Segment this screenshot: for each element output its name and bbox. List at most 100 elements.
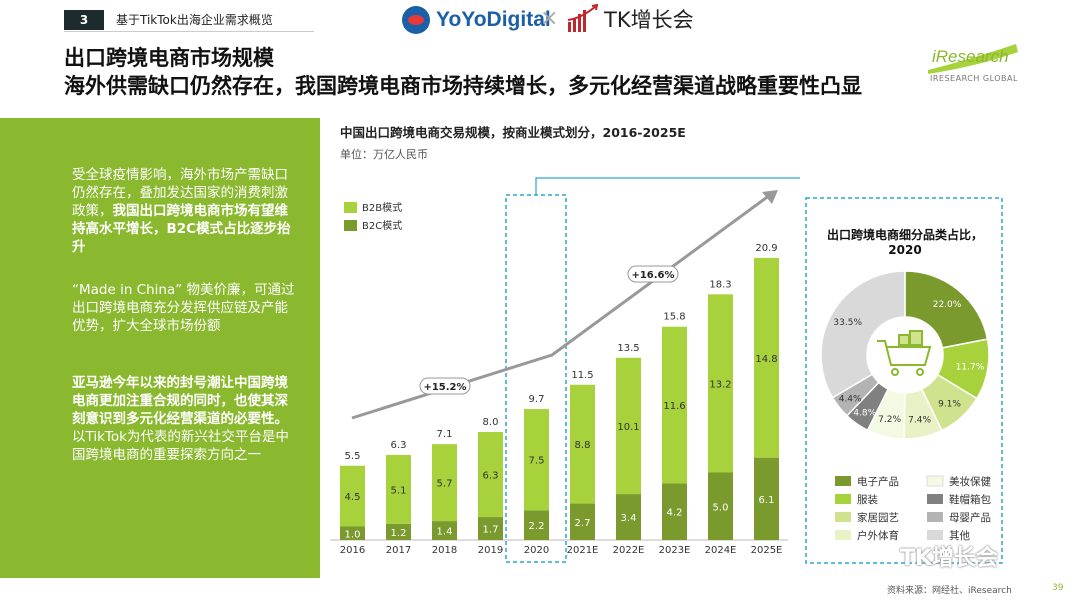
tk-chart-icon	[567, 4, 599, 32]
pie-label-服装: 11.7%	[956, 363, 985, 373]
bar-b2c-2020	[524, 510, 549, 540]
iresearch-logo-text: iResearch	[932, 47, 1009, 66]
summary-p3-bold: 亚马逊今年以来的封号潮让中国跨境电商更加注重合规的同时，也使其深刻意识到多元化经…	[72, 375, 288, 427]
yoyodigital-logo-icon	[402, 6, 430, 34]
legend-label-0: B2B模式	[362, 201, 402, 214]
pie-legend-swatch-鞋帽箱包	[927, 494, 943, 504]
pie-chart: 出口跨境电商细分品类占比，2020 22.0% 11.7% 9.1% 7.4% 7.2% 4…	[805, 197, 1003, 564]
bar-b2c-2016	[340, 526, 365, 540]
pie-slice-电子产品	[904, 270, 989, 349]
bar-label-b2c-2019: 1.7	[483, 525, 499, 536]
bar-chart-title: 中国出口跨境电商交易规模，按商业模式划分，2016-2025E	[340, 125, 686, 140]
summary-panel	[0, 118, 320, 578]
bar-total-2025E: 20.9	[755, 243, 777, 254]
bar-label-b2c-2021E: 2.7	[575, 518, 591, 529]
summary-paragraph-2: “Made in China” 物美价廉，可通过出口跨境电商充分发挥供应链及产能…	[72, 282, 295, 334]
bar-label-b2b-2024E: 13.2	[709, 379, 731, 390]
x-tick-2022E: 2022E	[613, 545, 645, 556]
bar-label-b2c-2024E: 5.0	[713, 502, 729, 513]
bar-label-b2b-2020: 7.5	[529, 456, 545, 467]
pie-slice-其他	[820, 270, 906, 399]
bar-b2b-2020	[524, 409, 549, 511]
bar-label-b2b-2016: 4.5	[345, 492, 361, 503]
bar-b2c-2018	[432, 521, 457, 540]
growth-arrow-head	[762, 190, 778, 204]
bar-b2c-2024E	[708, 472, 733, 540]
bar-total-2020: 9.7	[529, 394, 545, 405]
bar-label-b2b-2023E: 11.6	[663, 401, 685, 412]
cart-wheel-right	[916, 368, 924, 376]
tk-logo: TK增长会	[566, 4, 694, 34]
bar-b2c-2017	[386, 523, 411, 540]
pie-legend-label-鞋帽箱包: 鞋帽箱包	[949, 493, 991, 506]
growth-label-1-text: +15.2%	[423, 382, 466, 393]
bar-label-b2c-2016: 1.0	[345, 529, 361, 540]
cart-box-1	[898, 334, 910, 346]
cart-box-2	[909, 330, 923, 346]
pie-label-电子产品: 22.0%	[933, 300, 962, 310]
legend-swatch-1	[344, 220, 357, 231]
bar-total-2019: 8.0	[483, 417, 499, 428]
pie-label-家居园艺: 9.1%	[938, 400, 961, 410]
bar-chart: 1.0 4.5 5.5 2016 1.2 5.1 6.3 2017 1.4 5.7 7.1 2018 1…	[330, 177, 800, 563]
pie-legend-label-服装: 服装	[857, 493, 878, 506]
growth-arrow-line	[351, 193, 771, 420]
legend-label-1: B2C模式	[362, 219, 402, 232]
bar-label-b2c-2020: 2.2	[529, 521, 545, 532]
bar-total-2016: 5.5	[345, 451, 361, 462]
bar-label-b2c-2025E: 6.1	[759, 495, 775, 506]
pie-legend-swatch-母婴产品	[927, 512, 943, 522]
highlight-connector	[535, 177, 800, 195]
pie-title-line1: 出口跨境电商细分品类占比，	[827, 227, 983, 242]
summary-p1-normal: 受全球疫情影响，海外市场产需缺口仍然存在，叠加发达国家的消费刺激政策，	[72, 167, 288, 219]
summary-p1-bold: 我国出口跨境电商市场有望维持高水平增长，B2C模式占比逐步抬升	[72, 203, 291, 255]
bar-label-b2b-2019: 6.3	[483, 471, 499, 482]
pie-label-其他: 33.5%	[833, 318, 862, 328]
x-tick-2020: 2020	[524, 545, 549, 556]
document-title: 基于TikTok出海企业需求概览	[116, 13, 273, 27]
page-title: 出口跨境电商市场规模	[64, 46, 274, 70]
pie-label-美妆保健: 7.2%	[878, 415, 901, 425]
pie-legend-label-母婴产品: 母婴产品	[949, 511, 991, 524]
bar-b2c-2025E	[754, 457, 779, 540]
pie-label-母婴产品: 4.4%	[839, 394, 862, 404]
bar-b2b-2016	[340, 465, 365, 527]
bar-total-2018: 7.1	[437, 429, 453, 440]
pie-legend-label-家居园艺: 家居园艺	[857, 511, 899, 524]
bar-b2b-2022E	[616, 357, 641, 495]
pie-legend-swatch-家居园艺	[835, 512, 851, 522]
x-tick-2023E: 2023E	[659, 545, 691, 556]
bar-total-2021E: 11.5	[571, 370, 593, 381]
bar-label-b2c-2022E: 3.4	[621, 513, 637, 524]
x-tick-2024E: 2024E	[705, 545, 737, 556]
yoyodigital-logo: YoYoDigital	[402, 6, 551, 34]
summary-p3-normal: 以TikTok为代表的新兴社交平台是中国跨境电商的重要探索方向之一	[72, 429, 289, 463]
bar-total-2022E: 13.5	[617, 343, 639, 354]
shopping-cart-icon	[877, 330, 932, 376]
x-tick-2017: 2017	[386, 545, 411, 556]
bar-label-b2b-2022E: 10.1	[617, 422, 639, 433]
summary-paragraph-1: 受全球疫情影响，海外市场产需缺口仍然存在，叠加发达国家的消费刺激政策，我国出口跨…	[72, 166, 298, 256]
pie-highlight-box	[805, 197, 1003, 564]
bar-b2b-2023E	[662, 326, 687, 484]
pie-title-line2: 2020	[888, 243, 921, 257]
pie-legend-swatch-美妆保健	[926, 475, 944, 487]
bar-b2b-2018	[432, 444, 457, 522]
brand-cross: ×	[540, 6, 559, 31]
pie-legend-label-户外体育: 户外体育	[857, 529, 899, 542]
pie-legend-swatch-户外体育	[835, 530, 851, 540]
bar-label-b2c-2017: 1.2	[391, 528, 407, 539]
bar-label-b2b-2018: 5.7	[437, 479, 453, 490]
x-tick-2016: 2016	[340, 545, 365, 556]
bar-b2b-2024E	[708, 294, 733, 473]
bar-b2b-2019	[478, 432, 503, 518]
top-bar: 3 基于TikTok出海企业需求概览 YoYoDigital × TK增长会	[0, 0, 1080, 40]
bar-total-2023E: 15.8	[663, 312, 685, 323]
bar-label-b2b-2021E: 8.8	[575, 440, 591, 451]
bar-b2b-2021E	[570, 384, 595, 504]
bar-b2c-2019	[478, 517, 503, 540]
growth-label-2-text: +16.6%	[631, 270, 674, 281]
x-tick-2021E: 2021E	[567, 545, 599, 556]
pie-label-户外体育: 7.4%	[908, 415, 931, 425]
bar-b2c-2022E	[616, 494, 641, 540]
